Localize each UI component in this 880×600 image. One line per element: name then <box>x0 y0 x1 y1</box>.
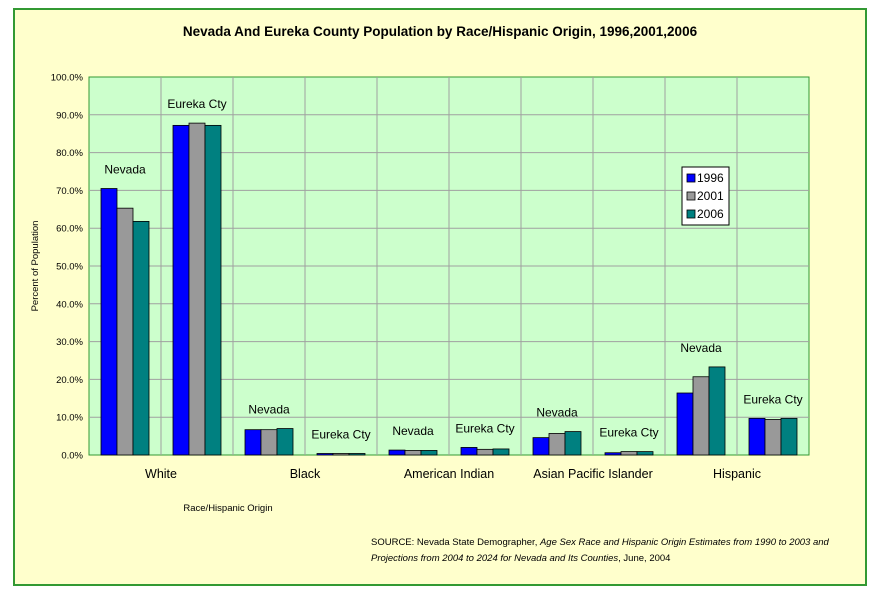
x-tick-label: Asian Pacific Islander <box>533 467 653 481</box>
group-label: Eureka Cty <box>455 421 514 435</box>
bar-2006 <box>492 448 510 456</box>
bar-2006 <box>636 451 654 456</box>
y-tick-label: 0.0% <box>61 451 83 462</box>
bar-1996 <box>460 447 478 456</box>
bar-1996 <box>388 449 406 456</box>
bar-2006 <box>708 366 726 456</box>
y-tick-label: 100.0% <box>51 73 84 84</box>
bar-2006 <box>132 220 150 456</box>
y-axis-title: Percent of Population <box>30 221 41 312</box>
x-tick-label: American Indian <box>404 467 494 481</box>
bar-2001 <box>476 448 494 456</box>
bar-2006 <box>204 124 222 456</box>
y-tick-label: 90.0% <box>56 110 83 121</box>
group-label: Eureka Cty <box>311 427 370 441</box>
bar-2006 <box>420 450 438 456</box>
legend-swatch-2001 <box>686 191 696 201</box>
bar-1996 <box>604 452 622 456</box>
group-label: Nevada <box>680 341 722 355</box>
legend-label: 2006 <box>697 207 724 221</box>
bar-2006 <box>276 428 294 456</box>
bar-2006 <box>564 431 582 456</box>
bar-2001 <box>548 433 566 456</box>
bar-1996 <box>244 429 262 456</box>
bar-1996 <box>172 124 190 456</box>
x-axis-title: Race/Hispanic Origin <box>183 503 272 514</box>
group-label: Nevada <box>536 406 578 420</box>
bar-2001 <box>404 450 422 456</box>
source-title: Age Sex Race and Hispanic Origin Estimat… <box>371 537 829 564</box>
bar-2001 <box>620 451 638 456</box>
y-tick-label: 30.0% <box>56 337 83 348</box>
group-label: Nevada <box>392 424 434 438</box>
y-tick-label: 60.0% <box>56 224 83 235</box>
y-tick-label: 20.0% <box>56 375 83 386</box>
legend-label: 1996 <box>697 171 724 185</box>
x-tick-label: Hispanic <box>713 467 761 481</box>
bar-2001 <box>332 453 350 456</box>
legend-swatch-1996 <box>686 173 696 183</box>
category-dividers <box>160 77 738 455</box>
x-tick-label: White <box>145 467 177 481</box>
bar-2001 <box>116 207 134 456</box>
bar-2001 <box>692 376 710 456</box>
bar-1996 <box>748 417 766 456</box>
legend-label: 2001 <box>697 189 724 203</box>
bars <box>100 122 798 456</box>
group-label: Eureka Cty <box>743 392 802 406</box>
group-label: Eureka Cty <box>167 97 226 111</box>
bar-1996 <box>676 392 694 456</box>
y-tick-label: 40.0% <box>56 299 83 310</box>
bar-1996 <box>316 453 334 456</box>
y-tick-label: 50.0% <box>56 262 83 273</box>
source-suffix: , June, 2004 <box>618 553 671 564</box>
bar-2001 <box>260 429 278 456</box>
bar-2006 <box>780 417 798 456</box>
group-labels: Nevada Eureka Cty Nevada Eureka Cty Nevada Eu… <box>104 97 802 441</box>
y-tick-label: 10.0% <box>56 413 83 424</box>
source-note: SOURCE: Nevada State Demographer, Age Se… <box>371 535 831 567</box>
bar-1996 <box>532 437 550 456</box>
group-label: Nevada <box>104 163 146 177</box>
chart-title: Nevada And Eureka County Population by R… <box>183 24 698 39</box>
legend-swatch-2006 <box>686 209 696 219</box>
bar-2001 <box>188 122 206 456</box>
y-tick-label: 80.0% <box>56 148 83 159</box>
x-tick-label: Black <box>290 467 321 481</box>
group-label: Nevada <box>248 403 290 417</box>
group-label: Eureka Cty <box>599 426 658 440</box>
x-category-labels: White Black American Indian Asian Pacific I… <box>145 467 761 481</box>
bar-1996 <box>100 188 118 456</box>
source-prefix: SOURCE: Nevada State Demographer, <box>371 537 540 548</box>
y-tick-label: 70.0% <box>56 186 83 197</box>
bar-2006 <box>348 453 366 456</box>
y-tick-labels: 0.0% 10.0% 20.0% 30.0% 40.0% 50.0% 60.0% 70.0% 8… <box>51 73 84 462</box>
bar-2001 <box>764 419 782 456</box>
legend: 1996 2001 2006 <box>681 166 730 226</box>
